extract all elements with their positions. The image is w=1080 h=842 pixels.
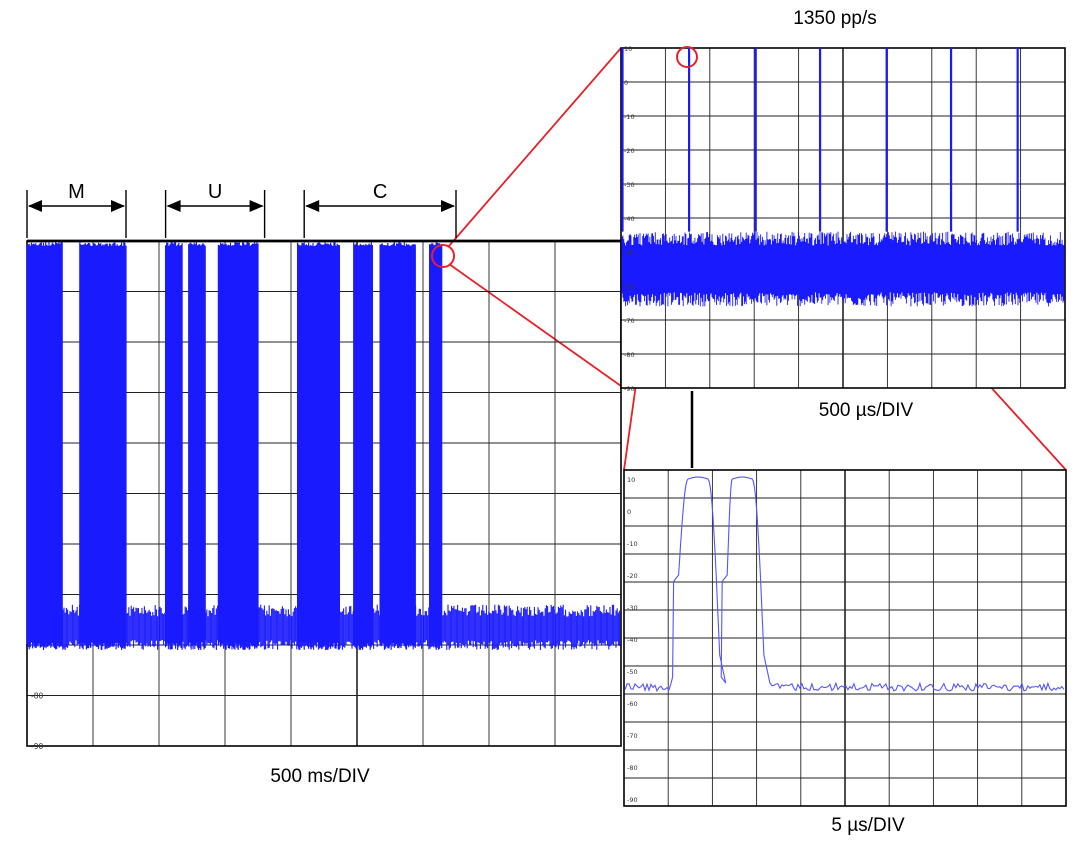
main-burst <box>79 242 127 650</box>
main-burst <box>217 242 259 650</box>
mid-y-tick-label: 0 <box>624 79 628 87</box>
zoom-y-tick-label: -10 <box>627 540 638 548</box>
main-burst <box>26 242 63 650</box>
mid-y-tick-label: -20 <box>624 147 635 155</box>
mid-y-tick-label: -10 <box>624 113 635 121</box>
plot-frame <box>620 47 1066 389</box>
segment-label: M <box>68 181 85 203</box>
connector-main-to-mid-top <box>448 47 622 247</box>
mid-y-tick-label: -70 <box>624 317 635 325</box>
zoom-y-tick-label: -70 <box>627 732 638 740</box>
mid-y-tick-label: 10 <box>624 45 632 53</box>
mid-title: 1350 pp/s <box>793 8 876 29</box>
mid-y-tick-label: -80 <box>624 351 635 359</box>
main-y-tick-label: -80 <box>31 692 43 701</box>
main-burst <box>353 242 373 650</box>
mid-zoom-circle <box>676 46 698 68</box>
mid-scope-tick-labels: 10 0 -10 -20 -30 -40 -50 -60 -70 -80 -90 <box>624 45 635 393</box>
main-burst <box>165 242 183 650</box>
zoom-y-tick-label: -60 <box>627 700 638 708</box>
zoom-y-tick-label: -20 <box>627 572 638 580</box>
segment-arrowhead-right <box>249 200 264 212</box>
segment-arrowhead-left <box>166 200 181 212</box>
main-burst <box>188 242 206 650</box>
segment-arrowhead-right <box>111 200 125 212</box>
zoom-y-tick-label: -80 <box>627 764 638 772</box>
mid-scope-panel: 10 0 -10 -20 -30 -40 -50 -60 -70 -80 -90 1350 pp/s… <box>620 8 1066 421</box>
zoom-y-tick-label: -50 <box>627 668 638 676</box>
zoom-pulse-trace <box>624 476 1065 693</box>
zoom-scope-grid <box>623 469 1067 807</box>
mid-y-tick-label: -30 <box>624 181 635 189</box>
zoom-scope-tick-labels: 10 0 -10 -20 -30 -40 -50 -60 -70 -80 -90 <box>627 476 638 804</box>
main-burst <box>297 242 340 650</box>
zoom-y-tick-label: -90 <box>627 796 638 804</box>
main-timebase-label: 500 ms/DIV <box>270 766 370 787</box>
zoom-scope-panel: 10 0 -10 -20 -30 -40 -50 -60 -70 -80 -90 5 µs/DIV <box>623 469 1067 836</box>
mid-y-tick-label: -50 <box>624 249 635 257</box>
segment-label: C <box>373 181 387 203</box>
mid-scope-trace <box>621 48 1065 307</box>
main-burst <box>429 242 443 650</box>
main-scope-tick-labels: -80 -90 <box>31 692 43 752</box>
mid-y-tick-label: -40 <box>624 215 635 223</box>
mid-y-tick-label: -60 <box>624 283 635 291</box>
zoom-timebase-label: 5 µs/DIV <box>831 815 905 836</box>
zoom-y-tick-label: 10 <box>627 476 635 484</box>
mid-y-tick-label: -90 <box>624 385 635 393</box>
zoom-scope-trace <box>624 476 1065 693</box>
zoom-y-tick-label: 0 <box>627 508 631 516</box>
main-scope-panel: -80 -90 M U C 500 ms/DIV <box>26 181 622 787</box>
zoom-y-tick-label: -40 <box>627 636 638 644</box>
segment-arrowhead-left <box>305 200 320 212</box>
main-scope-trace <box>26 239 621 650</box>
main-zoom-circle <box>431 244 455 268</box>
plot-frame <box>623 469 1067 807</box>
segment-arrowhead-right <box>441 200 455 212</box>
connector-main-to-mid-bottom <box>448 263 622 387</box>
main-burst <box>379 242 416 650</box>
main-y-tick-label: -90 <box>31 742 43 751</box>
mid-timebase-label: 500 µs/DIV <box>819 400 914 421</box>
mid-noise-band <box>621 231 1065 307</box>
segment-label: U <box>208 181 222 203</box>
segment-arrowhead-left <box>28 200 42 212</box>
zoom-y-tick-label: -30 <box>627 604 638 612</box>
